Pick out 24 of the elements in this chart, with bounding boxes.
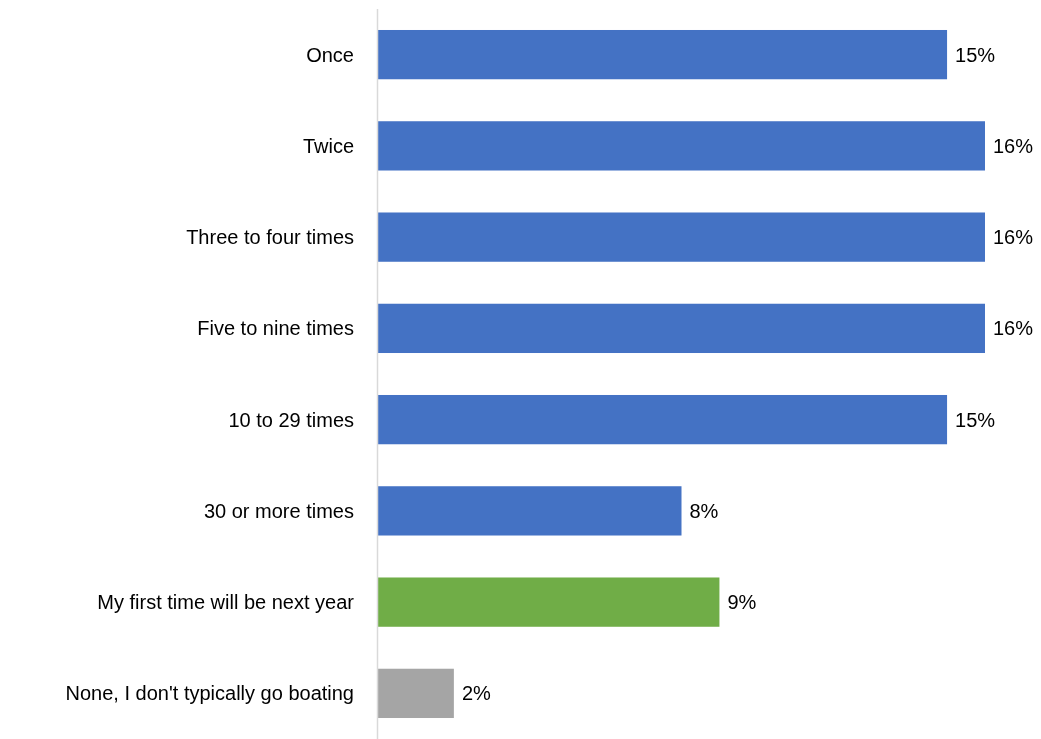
data-label: 16% — [993, 134, 1034, 157]
y-tick-label: None, I don't typically go boating — [65, 682, 354, 705]
data-label: 16% — [993, 317, 1034, 340]
y-tick-label: My first time will be next year — [97, 591, 355, 614]
bar — [378, 668, 454, 719]
bar — [378, 212, 985, 262]
bar — [378, 486, 682, 536]
y-tick-label: Five to nine times — [197, 317, 354, 340]
y-tick-label: 10 to 29 times — [228, 408, 354, 431]
y-tick-label: Twice — [302, 134, 354, 157]
bar — [378, 394, 948, 445]
data-label: 2% — [461, 682, 491, 705]
data-label: 16% — [993, 226, 1034, 249]
data-label: 15% — [955, 43, 996, 66]
y-tick-label: Three to four times — [186, 226, 354, 249]
bar — [378, 121, 985, 171]
bar — [378, 29, 948, 80]
data-label: 8% — [689, 499, 719, 522]
data-label: 9% — [727, 591, 757, 614]
y-tick-label: 30 or more times — [203, 499, 354, 522]
bar — [378, 577, 720, 627]
bar — [378, 303, 985, 354]
data-label: 15% — [955, 408, 996, 431]
y-tick-label: Once — [306, 43, 354, 66]
